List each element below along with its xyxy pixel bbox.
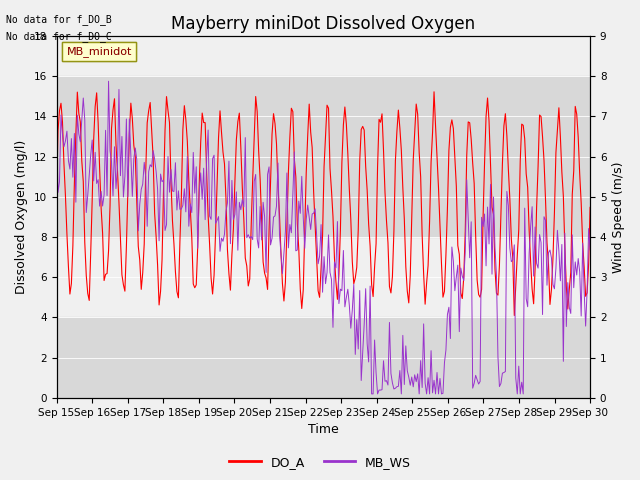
MB_WS	[240, 204, 248, 210]
Line: DO_A: DO_A	[56, 92, 590, 315]
Bar	[56, 76, 590, 237]
DO_A	[239, 185, 246, 191]
X-axis label: Time: Time	[308, 423, 339, 436]
DO_A	[212, 230, 220, 236]
Line: MB_WS: MB_WS	[56, 81, 590, 394]
DO_A	[511, 312, 518, 318]
MB_WS	[586, 247, 594, 253]
DO_A	[559, 193, 567, 199]
Text: No data for f_DO_B: No data for f_DO_B	[6, 14, 112, 25]
DO_A	[430, 89, 438, 95]
MB_WS	[105, 78, 113, 84]
Legend: MB_minidot: MB_minidot	[62, 41, 136, 61]
MB_WS	[287, 230, 295, 236]
Bar	[56, 317, 590, 398]
Legend: DO_A, MB_WS: DO_A, MB_WS	[224, 451, 416, 474]
Text: No data for f_DO_C: No data for f_DO_C	[6, 31, 112, 42]
DO_A	[118, 272, 126, 277]
DO_A	[586, 204, 594, 210]
MB_WS	[559, 359, 567, 364]
MB_WS	[368, 391, 376, 397]
MB_WS	[52, 124, 60, 130]
Y-axis label: Wind Speed (m/s): Wind Speed (m/s)	[612, 161, 625, 273]
DO_A	[52, 190, 60, 195]
MB_WS	[231, 212, 239, 217]
DO_A	[286, 134, 294, 140]
Title: Mayberry miniDot Dissolved Oxygen: Mayberry miniDot Dissolved Oxygen	[172, 15, 476, 33]
MB_WS	[120, 194, 127, 200]
MB_WS	[213, 217, 221, 223]
Y-axis label: Dissolved Oxygen (mg/l): Dissolved Oxygen (mg/l)	[15, 140, 28, 294]
DO_A	[230, 226, 237, 231]
